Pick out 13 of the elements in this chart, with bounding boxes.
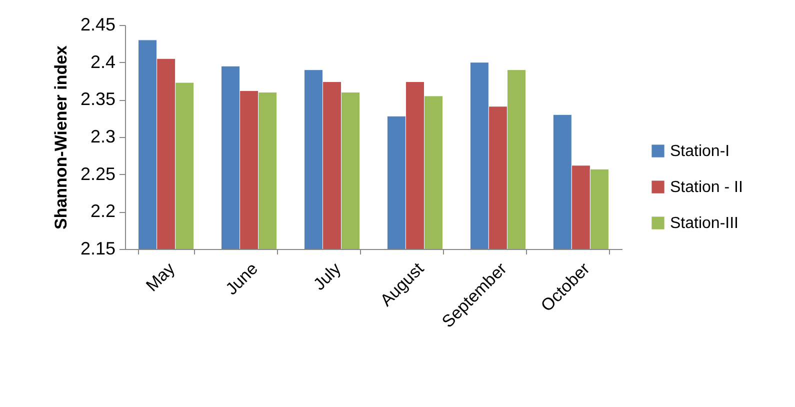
y-tick-label: 2.3 xyxy=(90,126,116,146)
x-tick-label: July xyxy=(310,258,345,294)
y-tick-label: 2.25 xyxy=(80,164,116,184)
y-tick-label: 2.15 xyxy=(80,238,116,258)
y-tick-label: 2.35 xyxy=(80,89,116,110)
x-tick-label: May xyxy=(142,258,179,296)
y-tick-label: 2.45 xyxy=(80,14,116,34)
legend-label: Station - II xyxy=(670,179,743,196)
y-tick-label: 2.4 xyxy=(90,52,116,72)
legend-label: Station-III xyxy=(670,215,738,232)
y-axis-title: Shannon-Wiener index xyxy=(51,44,70,230)
legend-label: Station-I xyxy=(670,143,730,160)
y-tick-label: 2.2 xyxy=(90,201,116,222)
